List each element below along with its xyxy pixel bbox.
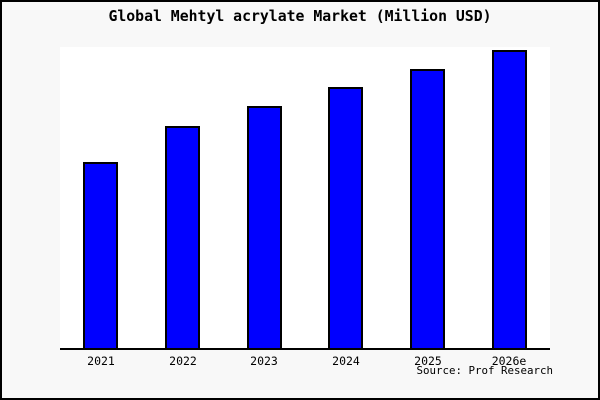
x-tick-label-2021: 2021 — [87, 354, 115, 368]
bar-2024 — [328, 87, 363, 348]
bar-2021 — [83, 162, 118, 348]
x-tick-label-2024: 2024 — [332, 354, 360, 368]
bar-2025 — [410, 69, 445, 348]
bar-2022 — [165, 126, 200, 348]
x-tick-label-2023: 2023 — [250, 354, 278, 368]
bar-2023 — [247, 106, 282, 348]
bar-2026e — [492, 50, 527, 348]
plot-area — [60, 47, 550, 350]
x-tick-label-2022: 2022 — [169, 354, 197, 368]
chart-title: Global Mehtyl acrylate Market (Million U… — [108, 8, 492, 25]
x-tick-label-2026e: 2026e — [491, 354, 527, 368]
x-tick-label-2025: 2025 — [414, 354, 442, 368]
source-credit: Source: Prof Research — [416, 364, 553, 377]
